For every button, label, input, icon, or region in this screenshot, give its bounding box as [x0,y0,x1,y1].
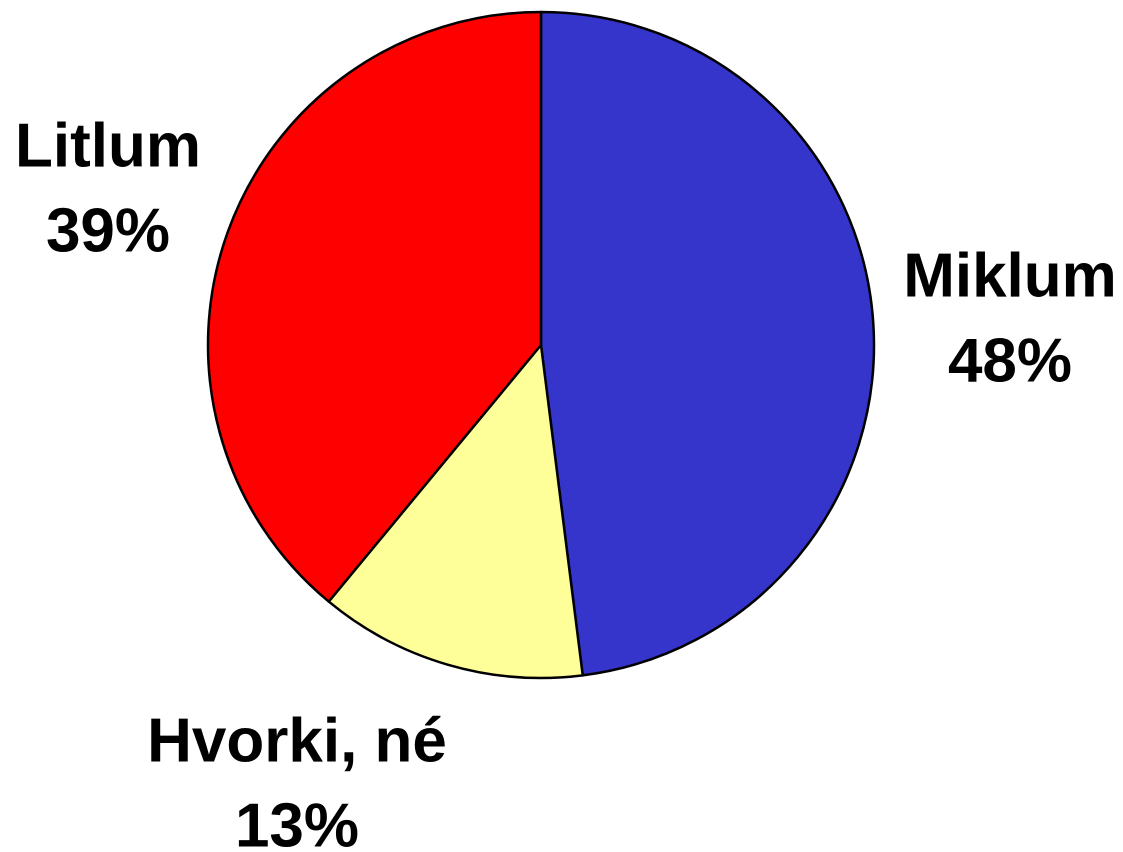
pie-slice [539,10,876,677]
slice-label: Litlum [15,111,201,180]
slice-value-label: 48% [948,326,1072,395]
slice-value-label: 39% [46,196,170,265]
pie-slice [206,10,543,603]
slice-value-label: 13% [235,791,359,852]
pie-slice [327,343,584,680]
slice-label: Miklum [903,241,1117,310]
slice-label: Hvorki, né [147,706,447,775]
